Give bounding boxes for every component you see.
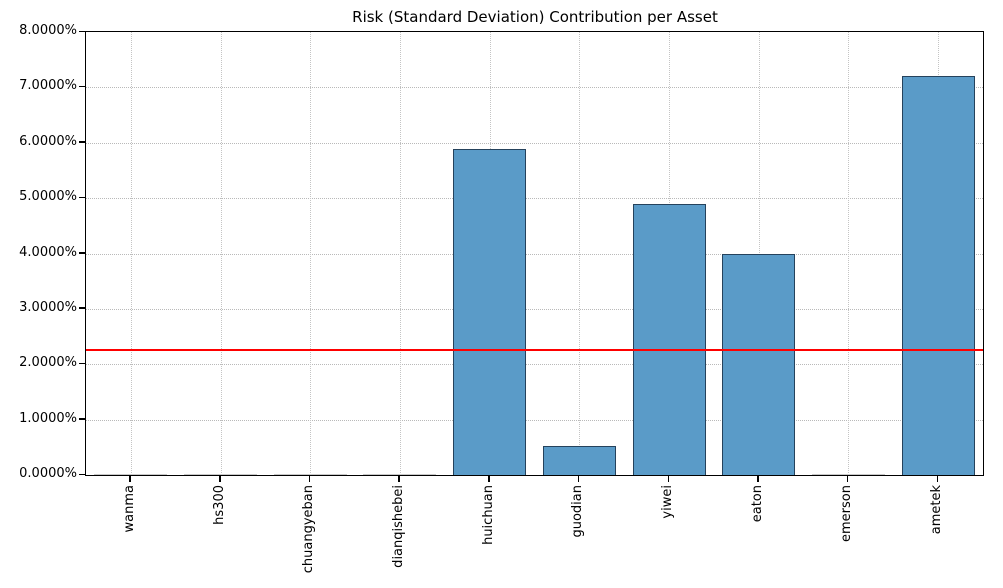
bar-yiwei	[632, 203, 706, 475]
bar-emerson	[811, 474, 885, 475]
h-gridline	[86, 87, 983, 89]
bar-hs300	[184, 474, 258, 475]
y-axis-tick	[79, 196, 85, 199]
y-tick-label: 5.0000%	[19, 189, 77, 205]
y-tick-label: 2.0000%	[19, 355, 77, 371]
x-tick-label-ametek: ametek	[929, 485, 945, 535]
x-axis-tick	[308, 476, 311, 482]
y-tick-label: 3.0000%	[19, 299, 77, 315]
v-gridline	[579, 32, 581, 475]
y-tick-label: 8.0000%	[19, 23, 77, 38]
chart-title: Risk (Standard Deviation) Contribution p…	[352, 8, 718, 26]
h-gridline	[86, 142, 983, 144]
x-axis-tick	[936, 476, 939, 482]
x-axis-tick	[757, 476, 759, 482]
bar-eaton	[722, 253, 796, 475]
v-gridline	[310, 32, 312, 475]
x-axis-tick	[129, 476, 131, 482]
x-tick-label-hs300: hs300	[211, 485, 227, 525]
y-axis-tick	[79, 418, 85, 420]
y-axis-tick	[79, 307, 85, 309]
bar-wanma	[94, 474, 168, 475]
bar-dianqishebei	[363, 474, 437, 475]
y-axis-tick	[79, 141, 85, 143]
bar-huichuan	[453, 149, 527, 475]
y-tick-label: 6.0000%	[19, 133, 77, 149]
plot-area	[85, 31, 984, 476]
h-gridline	[86, 253, 983, 255]
h-gridline	[86, 308, 983, 310]
x-tick-label-yiwei: yiwei	[660, 485, 676, 519]
h-gridline	[86, 364, 983, 366]
y-tick-label: 4.0000%	[19, 244, 77, 260]
y-tick-label: 1.0000%	[19, 410, 77, 426]
y-axis-tick	[79, 252, 85, 254]
y-axis-tick	[79, 362, 85, 365]
v-gridline	[130, 32, 132, 475]
v-gridline	[399, 32, 401, 475]
x-tick-label-chuangyeban: chuangyeban	[301, 485, 317, 574]
bar-chuangyeban	[273, 474, 347, 475]
x-tick-label-huichuan: huichuan	[480, 485, 496, 545]
x-axis-tick	[577, 476, 580, 482]
x-tick-label-guodian: guodian	[570, 485, 586, 538]
h-gridline	[86, 198, 983, 200]
x-axis-tick	[398, 476, 400, 482]
mean-risk-line	[86, 349, 983, 352]
x-axis-tick	[667, 476, 670, 482]
y-axis-tick	[79, 473, 85, 475]
h-gridline	[86, 419, 983, 421]
y-tick-label: 0.0000%	[19, 466, 77, 481]
x-axis-tick	[219, 476, 221, 482]
x-tick-label-wanma: wanma	[121, 485, 137, 533]
y-axis-tick	[79, 85, 85, 88]
x-tick-label-eaton: eaton	[749, 485, 765, 523]
x-axis-tick	[846, 476, 849, 482]
x-tick-label-dianqishebei: dianqishebei	[390, 485, 406, 568]
bar-ametek	[901, 75, 975, 475]
y-axis-tick	[79, 30, 85, 32]
bar-guodian	[542, 446, 616, 475]
y-tick-label: 7.0000%	[19, 78, 77, 94]
x-axis-tick	[488, 476, 490, 482]
v-gridline	[220, 32, 222, 475]
v-gridline	[848, 32, 850, 475]
x-tick-label-emerson: emerson	[839, 485, 855, 542]
